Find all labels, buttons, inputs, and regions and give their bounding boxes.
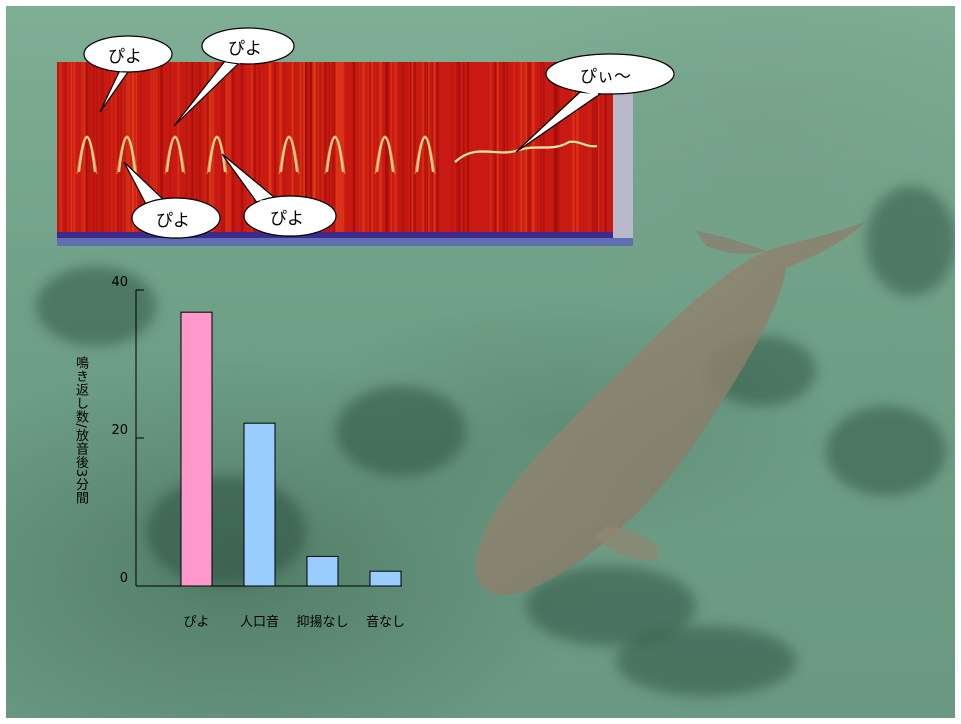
bar-4 [369,570,402,587]
y-tick-label: 40 [111,275,128,290]
y-tick-label: 20 [111,423,128,438]
x-tick-label: 抑揚なし [296,614,348,630]
bubble-text-2: ぴよ [228,39,262,59]
speech-bubble-3: ぴぃ〜 [510,52,680,156]
bubble-text-5: ぴよ [270,209,304,229]
bar-1 [180,311,213,587]
bubble-text-4: ぴよ [156,211,190,231]
x-tick-label: ぴよ [183,615,209,630]
bar-3 [306,555,339,587]
y-axis-label: 鳴き返し数/放音後3分間 [73,355,88,505]
bar-2 [243,422,276,587]
bar-chart: 0 20 40 ぴよ 人口音 抑揚なし 音なし [60,270,420,640]
speech-bubble-5: ぴよ [218,152,342,242]
spectrogram [57,62,633,246]
x-tick-label: 音なし [366,614,405,630]
speech-bubble-1: ぴよ [80,34,180,114]
bubble-text-1: ぴよ [108,47,142,67]
speech-bubble-4: ぴよ [118,158,228,242]
x-tick-label: 人口音 [240,614,279,630]
speech-bubble-2: ぴよ [170,26,300,130]
dugong-image [475,221,866,595]
y-tick-label: 0 [120,571,128,586]
bubble-text-3: ぴぃ〜 [580,67,631,87]
